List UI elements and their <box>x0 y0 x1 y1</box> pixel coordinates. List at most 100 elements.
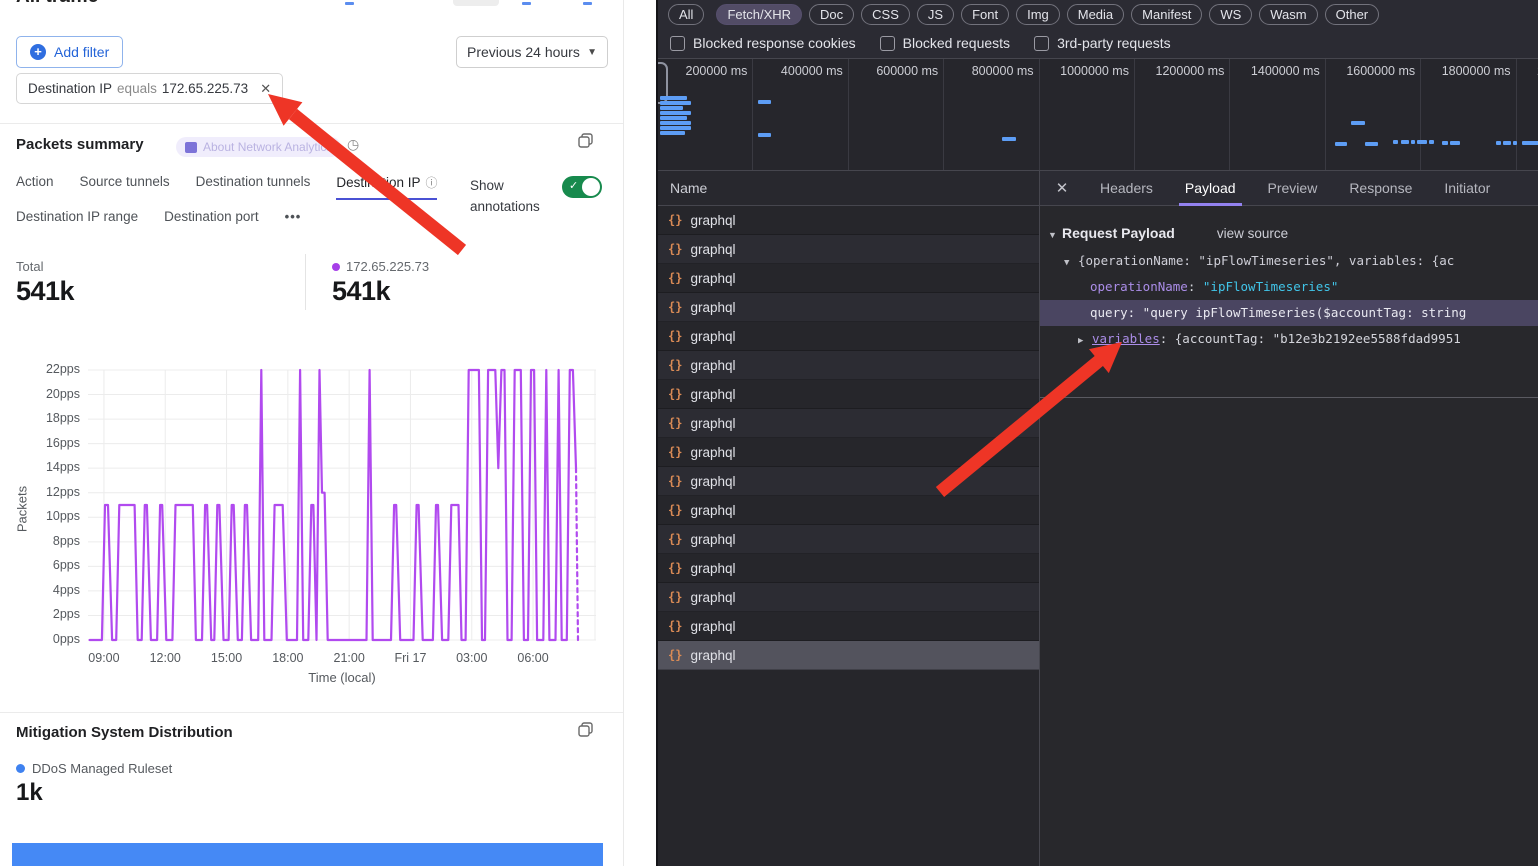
request-row[interactable]: {} graphql <box>658 322 1039 351</box>
request-row[interactable]: {} graphql <box>658 641 1039 670</box>
request-row[interactable]: {} graphql <box>658 612 1039 641</box>
chart-x-axis-label: Time (local) <box>308 670 376 685</box>
filter-pill-media[interactable]: Media <box>1066 3 1125 25</box>
close-icon[interactable]: ✕ <box>1055 180 1069 197</box>
request-row[interactable]: {} graphql <box>658 525 1039 554</box>
triangle-down-icon: ▼ <box>1048 230 1057 240</box>
request-row[interactable]: {} graphql <box>658 438 1039 467</box>
expand-card-icon[interactable] <box>578 133 593 148</box>
mitigation-bar[interactable] <box>12 843 603 866</box>
checkbox-label: Blocked requests <box>902 35 1011 51</box>
packets-tabs-row-2: Destination IP range Destination port ••• <box>16 209 301 233</box>
filter-pill-css[interactable]: CSS <box>861 3 910 25</box>
request-type-filter-bar: All Fetch/XHR Doc CSS JS Font Img Media Manifest… <box>658 0 1538 28</box>
filter-pill-other[interactable]: Other <box>1324 3 1380 25</box>
filter-pill-wasm[interactable]: Wasm <box>1259 3 1318 25</box>
filter-pill-ws[interactable]: WS <box>1209 3 1253 25</box>
payload-object-preview[interactable]: ▼ {operationName: "ipFlowTimeseries", var… <box>1040 248 1538 274</box>
tab-payload[interactable]: Payload <box>1169 171 1252 206</box>
clock-icon: ◷ <box>347 136 360 152</box>
filter-pill-font[interactable]: Font <box>961 3 1010 25</box>
checkbox-3rd-party-requests[interactable]: 3rd-party requests <box>1034 35 1171 51</box>
request-name: graphql <box>690 212 736 228</box>
add-filter-button[interactable]: + Add filter <box>16 36 124 68</box>
request-row[interactable]: {} graphql <box>658 496 1039 525</box>
request-row[interactable]: {} graphql <box>658 293 1039 322</box>
checkbox-blocked-requests[interactable]: Blocked requests <box>879 35 1011 51</box>
filter-pill-all[interactable]: All <box>668 3 705 25</box>
request-row[interactable]: {} graphql <box>658 467 1039 496</box>
network-overview-timeline[interactable]: 200000 ms 400000 ms 600000 ms 800000 ms 1000… <box>658 59 1538 171</box>
filter-chip-operator: equals <box>117 81 157 96</box>
request-row[interactable]: {} graphql <box>658 351 1039 380</box>
request-row[interactable]: {} graphql <box>658 409 1039 438</box>
expand-card-icon[interactable] <box>578 722 593 737</box>
filter-pill-js[interactable]: JS <box>916 3 955 25</box>
json-braces-icon: {} <box>668 271 683 285</box>
timeline-label: 200000 ms <box>658 59 754 170</box>
tab-initiator[interactable]: Initiator <box>1444 179 1491 196</box>
json-braces-icon: {} <box>668 416 683 430</box>
x-tick-label: 15:00 <box>210 651 243 665</box>
request-row[interactable]: {} graphql <box>658 206 1039 235</box>
json-braces-icon: {} <box>668 358 683 372</box>
toggle-knob <box>582 178 600 196</box>
payload-query-row[interactable]: query: "query ipFlowTimeseries($accountT… <box>1040 300 1538 326</box>
payload-operation-name-row[interactable]: operationName: "ipFlowTimeseries" <box>1090 279 1339 294</box>
request-row[interactable]: {} graphql <box>658 583 1039 612</box>
y-tick-label: 12pps <box>45 484 80 499</box>
request-name: graphql <box>690 241 736 257</box>
request-timing-mark <box>1351 121 1365 125</box>
packets-line-chart[interactable] <box>88 368 596 646</box>
tab-destination-tunnels[interactable]: Destination tunnels <box>195 174 311 189</box>
tab-destination-ip-range[interactable]: Destination IP range <box>16 209 139 224</box>
request-timing-mark <box>1522 141 1538 145</box>
tab-action[interactable]: Action <box>16 174 54 189</box>
clipped-toolbar <box>453 0 499 6</box>
tab-response[interactable]: Response <box>1349 179 1413 196</box>
remove-filter-icon[interactable]: ✕ <box>260 80 272 96</box>
checkbox-blocked-response-cookies[interactable]: Blocked response cookies <box>670 35 856 51</box>
filter-pill-manifest[interactable]: Manifest <box>1131 3 1203 25</box>
tab-preview[interactable]: Preview <box>1267 179 1318 196</box>
tab-source-tunnels[interactable]: Source tunnels <box>79 174 170 189</box>
request-name: graphql <box>690 589 736 605</box>
checkbox-label: Blocked response cookies <box>693 35 856 51</box>
show-annotations-toggle[interactable]: ✓ <box>562 176 602 198</box>
checkbox-icon <box>670 35 685 51</box>
request-name: graphql <box>690 270 736 286</box>
timeline-label: 1400000 ms <box>1230 59 1326 170</box>
tab-destination-port[interactable]: Destination port <box>164 209 259 224</box>
request-timing-mark <box>660 106 683 110</box>
mitigation-value: 1k <box>16 779 43 806</box>
name-column-header[interactable]: Name <box>658 171 1039 206</box>
timeline-label: 600000 ms <box>849 59 945 170</box>
json-braces-icon: {} <box>668 474 683 488</box>
payload-variables-row[interactable]: ▶ variables: {accountTag: "b12e3b2192ee55… <box>1040 326 1538 352</box>
x-tick-label: 12:00 <box>149 651 181 665</box>
time-range-label: Previous 24 hours <box>467 44 580 60</box>
request-row[interactable]: {} graphql <box>658 380 1039 409</box>
request-row[interactable]: {} graphql <box>658 264 1039 293</box>
view-source-link[interactable]: view source <box>1216 226 1289 241</box>
request-row[interactable]: {} graphql <box>658 235 1039 264</box>
clipped-toolbar-mark <box>345 2 354 5</box>
timeline-label: 400000 ms <box>753 59 849 170</box>
request-name: graphql <box>690 473 736 489</box>
time-range-dropdown[interactable]: Previous 24 hours ▼ <box>456 36 608 68</box>
y-tick-label: 8pps <box>52 533 80 548</box>
request-row[interactable]: {} graphql <box>658 554 1039 583</box>
filter-pill-img[interactable]: Img <box>1016 3 1060 25</box>
filter-pill-doc[interactable]: Doc <box>809 3 855 25</box>
tab-destination-ip[interactable]: Destination IP ⓘ <box>336 174 438 200</box>
about-network-analytics-badge[interactable]: About Network Analytics <box>176 137 342 157</box>
json-braces-icon: {} <box>668 213 683 227</box>
tab-headers[interactable]: Headers <box>1100 179 1153 196</box>
request-timing-mark <box>660 131 685 135</box>
filter-chip[interactable]: Destination IP equals 172.65.225.73 ✕ <box>16 73 284 104</box>
request-timing-mark <box>660 116 687 120</box>
filter-pill-fetch-xhr[interactable]: Fetch/XHR <box>716 3 803 25</box>
clipped-toolbar-mark <box>522 2 531 5</box>
more-tabs-button[interactable]: ••• <box>284 209 302 224</box>
request-payload-section[interactable]: ▼ Request Payload view source <box>1040 218 1538 248</box>
